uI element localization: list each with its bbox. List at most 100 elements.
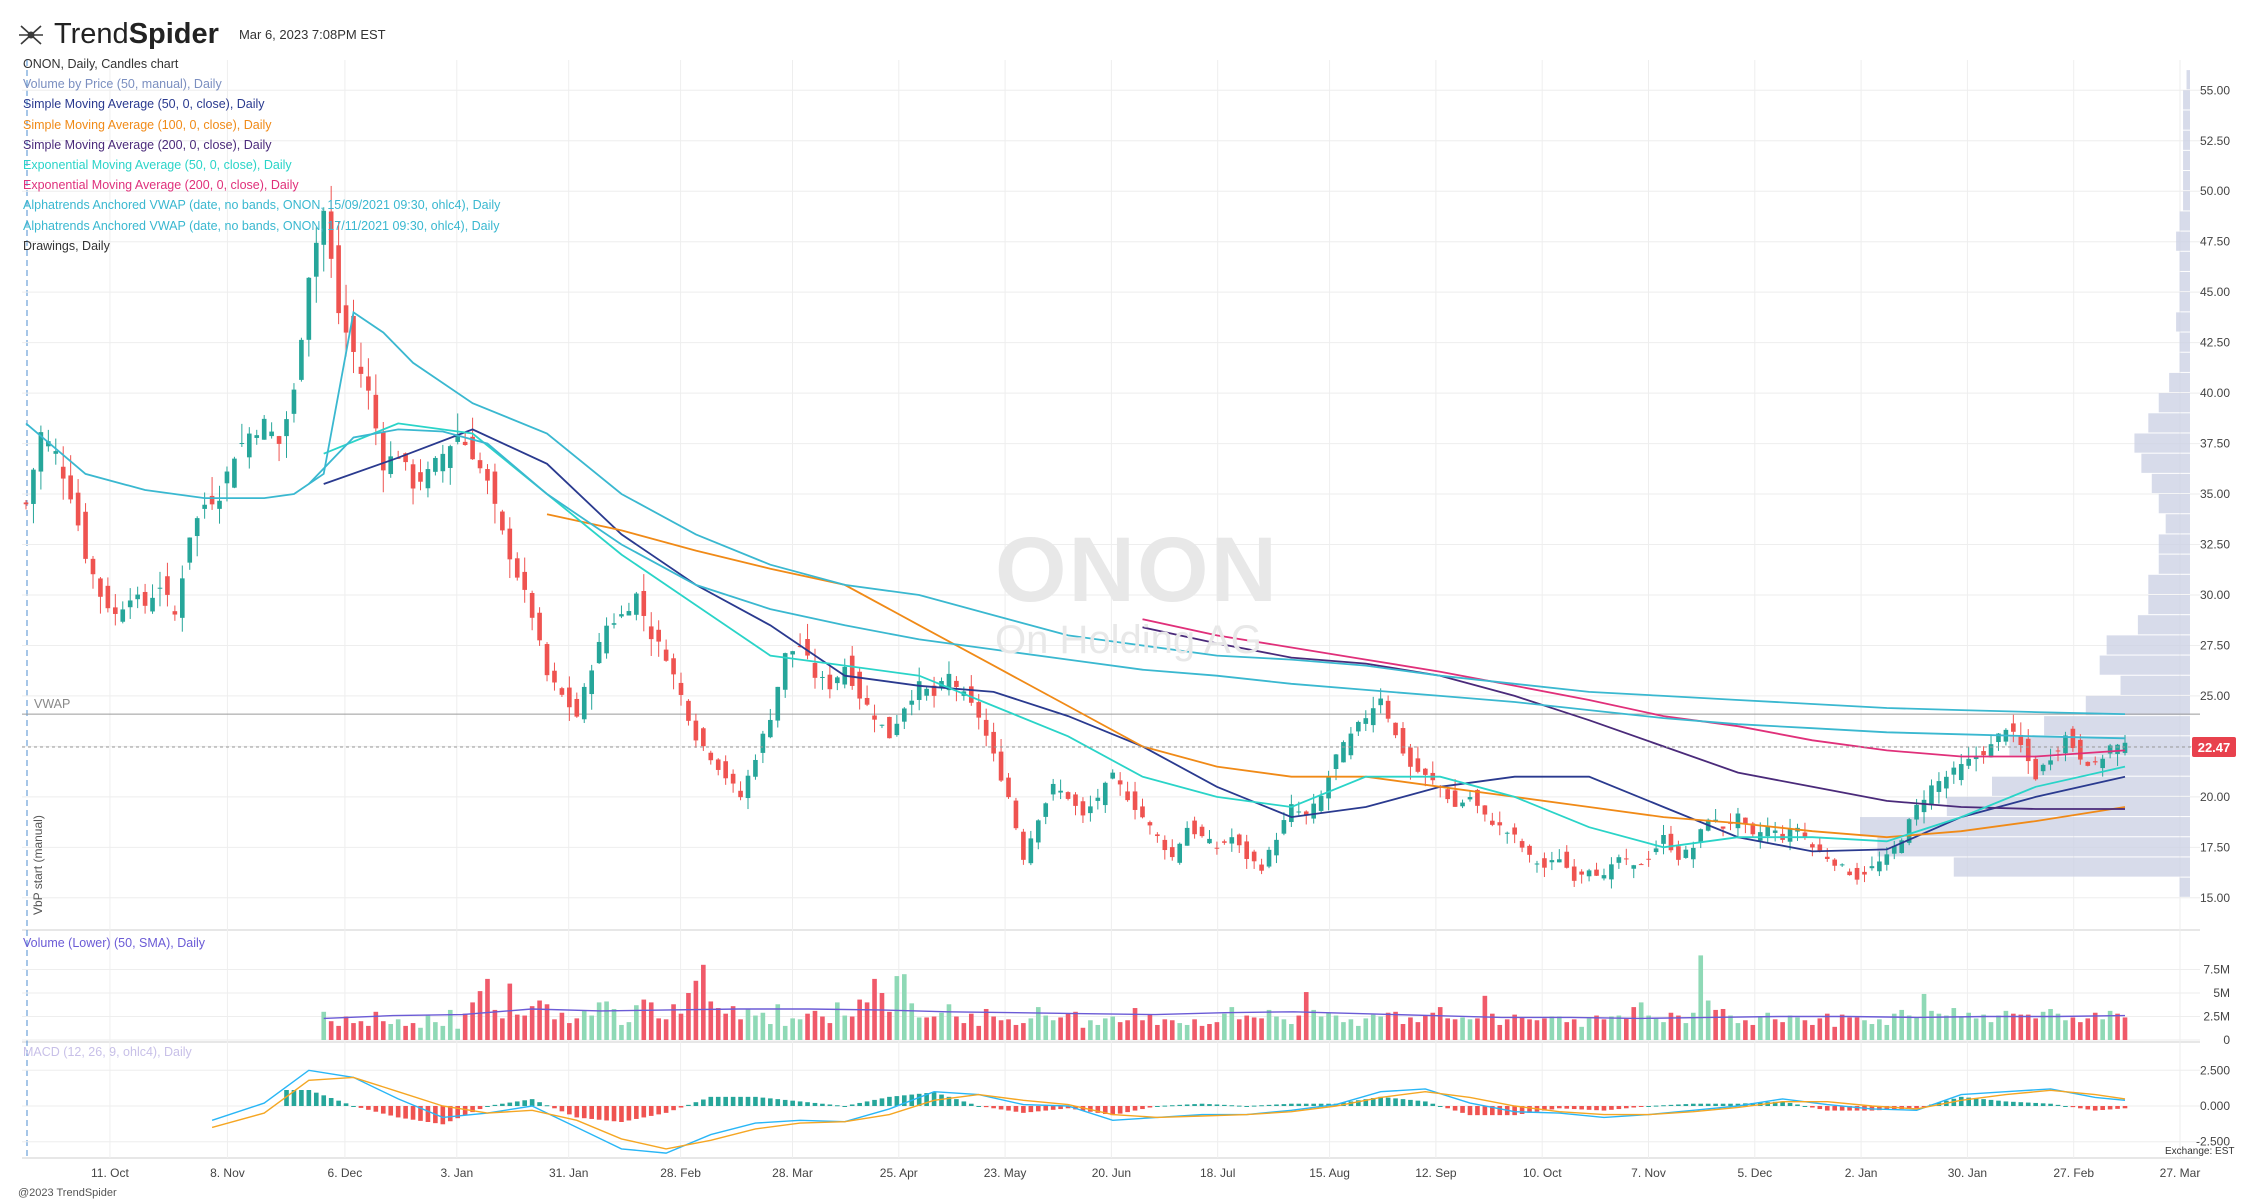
macd-histogram-bar — [2011, 1101, 2016, 1106]
candle-body — [1244, 841, 1250, 859]
candle-body — [306, 277, 312, 340]
volume-bar — [1408, 1017, 1413, 1040]
candle-body — [1720, 826, 1726, 829]
macd-histogram-bar — [1571, 1106, 1577, 1110]
macd-histogram-bar — [1251, 1105, 1257, 1107]
candle-body — [410, 464, 416, 489]
volume-bar — [864, 1002, 870, 1040]
candle-body — [596, 641, 602, 664]
macd-histogram-bar — [321, 1095, 327, 1106]
candle-body — [239, 443, 245, 445]
vbp-bar — [1860, 817, 2190, 837]
x-tick-label: 27. Mar — [2160, 1166, 2201, 1180]
volume-bar — [492, 1009, 498, 1040]
volume-bar — [1356, 1025, 1361, 1040]
macd-histogram-bar — [1021, 1106, 1026, 1113]
candle-body — [1132, 791, 1138, 810]
volume-bar — [537, 1000, 542, 1040]
volume-bar — [1579, 1026, 1584, 1040]
macd-histogram-bar — [284, 1090, 289, 1106]
macd-histogram-bar — [879, 1098, 885, 1106]
legend-entry[interactable]: Volume by Price (50, manual), Daily — [23, 77, 222, 92]
legend-entry[interactable]: ONON, Daily, Candles chart — [23, 57, 179, 71]
volume-bar — [1043, 1015, 1049, 1040]
x-tick-label: 20. Jun — [1092, 1166, 1131, 1180]
volume-bar — [2078, 1022, 2083, 1040]
x-tick-label: 11. Oct — [91, 1166, 129, 1180]
macd-histogram-bar — [358, 1106, 364, 1108]
macd-histogram-bar — [708, 1096, 714, 1106]
candle-body — [232, 458, 237, 488]
volume-bar — [1512, 1014, 1517, 1040]
macd-pane-label: MACD (12, 26, 9, ohlc4), Daily — [23, 1045, 192, 1059]
candle-body — [1125, 791, 1130, 801]
candle-body — [157, 587, 163, 589]
vbp-bar — [2183, 150, 2190, 171]
volume-bar — [1594, 1015, 1599, 1040]
indicator-legend: ONON, Daily, Candles chart Volume by Pric… — [23, 54, 500, 256]
volume-bar — [1623, 1018, 1629, 1040]
volume-bar — [1996, 1015, 2001, 1040]
legend-entry[interactable]: Alphatrends Anchored VWAP (date, no band… — [23, 218, 500, 233]
candle-body — [358, 366, 364, 374]
macd-histogram-bar — [782, 1099, 788, 1106]
volume-bar — [1869, 1024, 1875, 1040]
volume-bar — [1988, 1022, 1994, 1040]
candle-body — [172, 611, 178, 615]
candle-body — [701, 728, 706, 747]
candle-body — [1623, 858, 1629, 860]
volume-bar — [380, 1021, 386, 1040]
volume-bar — [2003, 1010, 2009, 1040]
legend-entry[interactable]: Drawings, Daily — [23, 238, 110, 253]
candle-body — [1385, 700, 1391, 719]
candle-body — [1348, 733, 1354, 756]
macd-histogram-bar — [723, 1096, 728, 1106]
legend-entry[interactable]: Simple Moving Average (100, 0, close), D… — [23, 117, 272, 132]
volume-bar — [1207, 1024, 1212, 1040]
candle-body — [1973, 756, 1979, 760]
volume-bar — [1728, 1015, 1733, 1040]
volume-bar — [849, 1016, 855, 1040]
volume-bar — [1095, 1024, 1101, 1040]
macd-histogram-bar — [1884, 1106, 1890, 1110]
candle-body — [2115, 744, 2120, 754]
macd-histogram-bar — [1125, 1106, 1130, 1113]
volume-bar — [1951, 1008, 1957, 1040]
candle-body — [894, 723, 900, 736]
volume-bar — [1847, 1017, 1852, 1040]
legend-entry[interactable]: Exponential Moving Average (50, 0, close… — [23, 158, 292, 173]
candle-body — [529, 592, 535, 618]
volume-bar — [924, 1017, 929, 1040]
legend-entry[interactable]: Exponential Moving Average (200, 0, clos… — [23, 178, 299, 193]
macd-histogram-bar — [946, 1096, 952, 1106]
candle-body — [1683, 849, 1689, 858]
candle-body — [1303, 811, 1309, 816]
volume-bar — [1713, 1009, 1718, 1040]
volume-bar — [2055, 1013, 2061, 1040]
legend-entry[interactable]: Alphatrends Anchored VWAP (date, no band… — [23, 198, 501, 213]
volume-bar — [1363, 1018, 1369, 1040]
candle-body — [1743, 817, 1748, 824]
volume-bar — [1244, 1015, 1250, 1040]
legend-entry[interactable]: Simple Moving Average (50, 0, close), Da… — [23, 97, 265, 112]
volume-bar — [686, 993, 691, 1040]
candle-body — [760, 733, 766, 753]
macd-histogram-bar — [701, 1099, 706, 1106]
volume-bar — [1058, 1017, 1063, 1040]
volume-bar — [1661, 1022, 1666, 1040]
volume-bar — [1467, 1019, 1473, 1040]
macd-histogram-bar — [686, 1104, 691, 1106]
candle-body — [1266, 849, 1272, 867]
vbp-bar — [2141, 453, 2190, 473]
volume-bar — [1050, 1020, 1056, 1040]
macd-histogram-bar — [1966, 1097, 1971, 1106]
candle-body — [1341, 742, 1346, 763]
volume-bar — [1824, 1013, 1830, 1040]
legend-entry[interactable]: Simple Moving Average (200, 0, close), D… — [23, 137, 272, 152]
candle-body — [336, 245, 341, 314]
candle-body — [775, 686, 781, 721]
macd-histogram-bar — [455, 1106, 461, 1119]
volume-bar — [1229, 1007, 1235, 1040]
volume-bar — [931, 1016, 937, 1040]
